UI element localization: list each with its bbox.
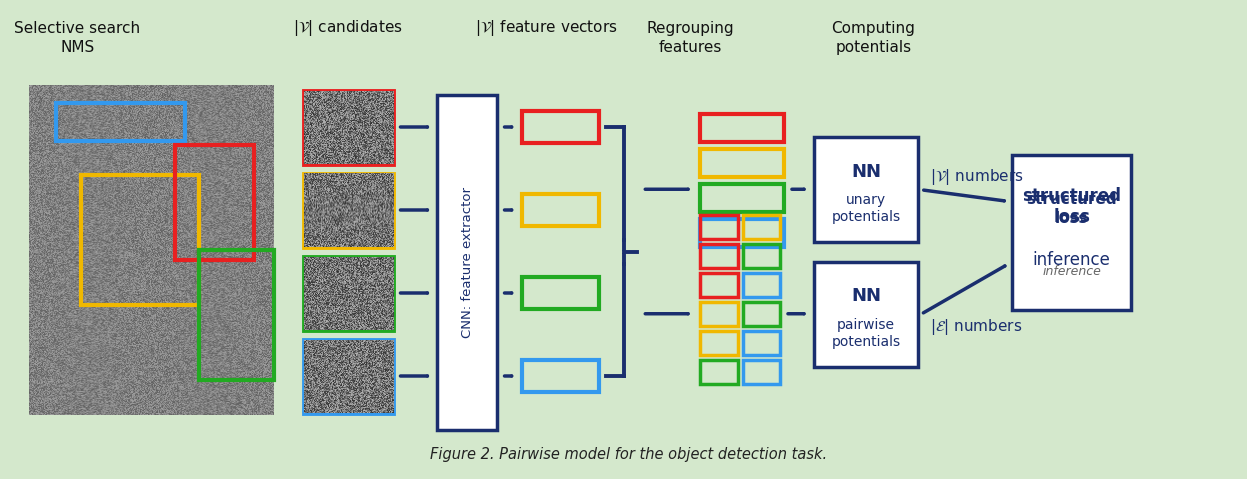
Bar [742,244,781,268]
Bar [742,273,781,297]
Bar [521,277,599,309]
Text: $|\mathcal{V}|$ numbers: $|\mathcal{V}|$ numbers [930,167,1024,187]
Text: Selective search
NMS: Selective search NMS [15,21,141,55]
Text: unary
potentials: unary potentials [832,193,900,224]
Text: NN: NN [850,287,880,306]
Text: $|\mathcal{V}|$ feature vectors: $|\mathcal{V}|$ feature vectors [475,18,617,38]
Bar [814,137,918,242]
Bar [700,149,784,177]
Bar [521,111,599,143]
Bar [56,103,185,141]
Text: pairwise
potentials: pairwise potentials [832,318,900,349]
Bar [81,175,200,305]
Bar [700,219,784,247]
Text: inference: inference [1033,251,1111,269]
Bar [700,273,737,297]
Bar [303,174,393,247]
Bar [700,215,737,239]
Text: structured
loss: structured loss [1026,193,1117,226]
Bar [438,95,496,430]
Bar [521,194,599,226]
Text: inference: inference [1042,265,1101,278]
Bar [742,302,781,326]
Bar [742,215,781,239]
Bar [303,257,393,330]
Text: structured
loss: structured loss [1023,187,1121,226]
Text: Computing
potentials: Computing potentials [832,21,915,55]
Text: $|\mathcal{E}|$ numbers: $|\mathcal{E}|$ numbers [930,317,1023,337]
Text: Figure 2. Pairwise model for the object detection task.: Figure 2. Pairwise model for the object … [430,447,827,463]
Bar [200,250,274,380]
Bar [521,360,599,392]
Text: NN: NN [850,163,880,181]
Bar [303,340,393,413]
Bar [700,331,737,355]
Bar [175,145,254,260]
Text: $|\mathcal{V}|$ candidates: $|\mathcal{V}|$ candidates [293,18,403,38]
Bar [1013,155,1131,310]
Bar [700,302,737,326]
Text: CNN: feature extractor: CNN: feature extractor [460,187,474,338]
Bar [700,360,737,384]
Bar [742,360,781,384]
Bar [303,91,393,164]
Bar [814,262,918,367]
Bar [700,114,784,142]
Bar [700,184,784,212]
Text: Regrouping
features: Regrouping features [646,21,733,55]
Bar [700,244,737,268]
Bar [742,331,781,355]
